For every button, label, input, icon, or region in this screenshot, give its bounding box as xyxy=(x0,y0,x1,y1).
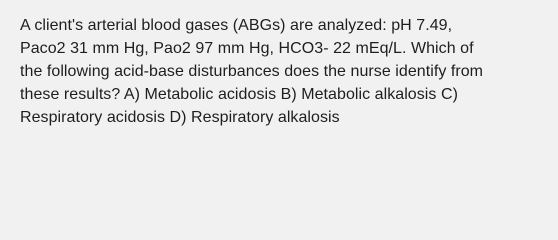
question-line: Respiratory acidosis D) Respiratory alka… xyxy=(20,109,340,126)
question-line: these results? A) Metabolic acidosis B) … xyxy=(20,86,458,103)
question-line: the following acid-base disturbances doe… xyxy=(20,63,484,80)
question-line: A client's arterial blood gases (ABGs) a… xyxy=(20,17,453,34)
question-card: A client's arterial blood gases (ABGs) a… xyxy=(20,17,484,126)
question-line: Paco2 31 mm Hg, Pao2 97 mm Hg, HCO3- 22 … xyxy=(20,40,474,57)
